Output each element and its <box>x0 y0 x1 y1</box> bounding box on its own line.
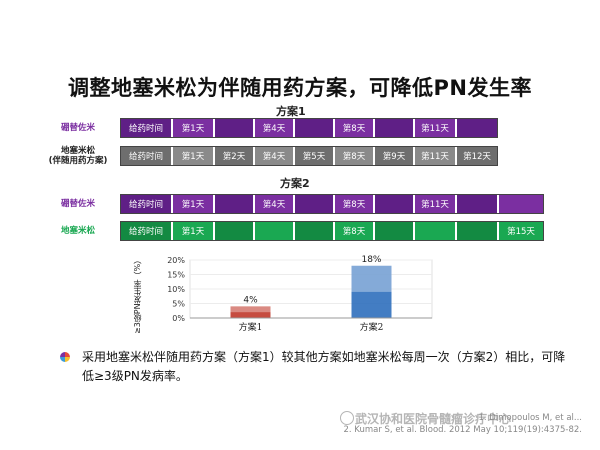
schedule-empty-cell <box>254 221 294 241</box>
chart-category-label: 方案2 <box>360 321 384 333</box>
chart-bar-highlight <box>351 265 392 292</box>
schedule-empty-cell <box>456 221 498 241</box>
scheme1-row-label-line: 地塞米松 <box>60 146 95 156</box>
chart-y-tick-label: 15% <box>167 271 185 280</box>
chart-y-axis-label: ≥3级PN发生率（%） <box>133 255 142 335</box>
schedule-empty-cell <box>214 118 254 138</box>
schedule-day-cell: 第4天 <box>254 118 294 138</box>
schedule-empty-cell <box>214 194 254 214</box>
schedule-empty-cell <box>294 221 334 241</box>
scheme2-label: 方案2 <box>280 177 310 190</box>
chart-y-tick-label: 5% <box>172 300 185 309</box>
schedule-day-cell: 给药时间 <box>120 146 172 166</box>
wechat-icon <box>340 411 354 425</box>
chart-y-tick-label: 10% <box>167 285 185 294</box>
schedule-empty-cell <box>214 221 254 241</box>
schedule-day-cell: 第11天 <box>414 146 456 166</box>
scheme1-label: 方案1 <box>276 105 306 118</box>
watermark-text: 武汉协和医院骨髓瘤诊疗中心 <box>355 412 512 426</box>
schedule-empty-cell <box>456 194 498 214</box>
schedule-empty-cell <box>414 221 456 241</box>
chart-bar <box>351 265 392 318</box>
schedule-day-cell: 给药时间 <box>120 221 172 241</box>
schedule-day-cell: 第5天 <box>294 146 334 166</box>
chart-bar-highlight <box>230 306 271 313</box>
schedule-empty-cell <box>294 118 334 138</box>
schedule-day-cell: 第1天 <box>172 146 214 166</box>
chart-data-label: 18% <box>361 255 381 265</box>
schedule-day-cell: 第4天 <box>254 194 294 214</box>
scheme1-row-label-0: 硼替佐米 <box>38 123 118 133</box>
chart-category-label: 方案1 <box>239 321 263 333</box>
schedule-empty-cell <box>456 118 498 138</box>
schedule-day-cell: 第8天 <box>334 221 374 241</box>
scheme1-row-label-1: 地塞米松 (伴随用药方案) <box>38 146 118 166</box>
schedule-day-cell: 第8天 <box>334 146 374 166</box>
schedule-day-cell: 第1天 <box>172 221 214 241</box>
schedule-day-cell: 第1天 <box>172 118 214 138</box>
reference-1: 1. Dimopoulos M, et al... <box>478 413 582 423</box>
schedule-day-cell: 第8天 <box>334 118 374 138</box>
chart-y-tick-label: 0% <box>172 314 185 323</box>
schedule-day-cell: 第1天 <box>172 194 214 214</box>
schedule-empty-cell <box>374 118 414 138</box>
schedule-day-cell: 第2天 <box>214 146 254 166</box>
schedule-day-cell: 给药时间 <box>120 118 172 138</box>
schedule-day-cell: 第11天 <box>414 194 456 214</box>
references: 1. Dimopoulos M, et al... 2. Kumar S, et… <box>343 412 582 436</box>
schedule-empty-cell <box>294 194 334 214</box>
schedule-day-cell: 第8天 <box>334 194 374 214</box>
summary-text: 采用地塞米松伴随用药方案（方案1）较其他方案如地塞米松每周一次（方案2）相比，可… <box>82 350 566 383</box>
schedule-day-cell: 第15天 <box>498 221 544 241</box>
schedule-day-cell: 第12天 <box>456 146 498 166</box>
scheme2-row-label-0: 硼替佐米 <box>38 199 118 209</box>
schedule-day-cell: 第4天 <box>254 146 294 166</box>
chart-data-label: 4% <box>243 295 258 305</box>
page-title: 调整地塞米松为伴随用药方案，可降低PN发生率 <box>68 76 532 100</box>
scheme2-row-label-1: 地塞米松 <box>38 226 118 236</box>
schedule-day-cell: 给药时间 <box>120 194 172 214</box>
schedule-empty-cell <box>374 194 414 214</box>
schedule-day-cell: 第11天 <box>414 118 456 138</box>
scheme1-row-label-line: 硼替佐米 <box>60 123 95 133</box>
scheme1-row-label-line: (伴随用药方案) <box>48 156 108 166</box>
chart-y-tick-label: 20% <box>167 256 185 265</box>
schedule-empty-cell <box>374 221 414 241</box>
schedule-day-cell: 第9天 <box>374 146 414 166</box>
scheme2-row-label-line: 地塞米松 <box>60 226 95 236</box>
reference-2: 2. Kumar S, et al. Blood. 2012 May 10;11… <box>343 425 582 435</box>
bullet-icon <box>60 352 70 362</box>
pn-incidence-chart: 0% 5% 10% 15% 20% 4% 方案1 18% 方案2 <box>167 255 433 333</box>
chart-bar <box>230 306 271 318</box>
scheme2-row-label-line: 硼替佐米 <box>60 199 95 209</box>
schedule-empty-cell <box>498 194 544 214</box>
